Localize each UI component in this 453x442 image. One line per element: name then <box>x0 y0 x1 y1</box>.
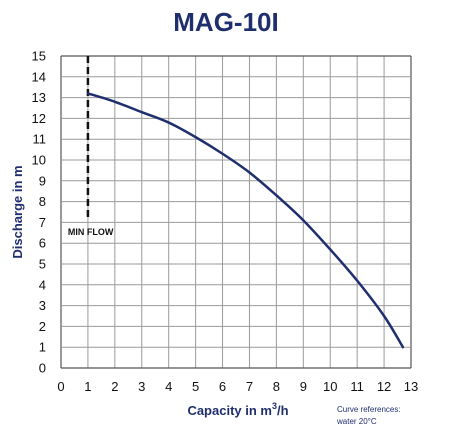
x-tick-labels: 0 1 2 3 4 5 6 7 8 9 10 11 12 13 <box>57 379 418 394</box>
x-tick-label: 7 <box>246 379 253 394</box>
grid <box>60 55 412 369</box>
y-tick-label: 10 <box>32 153 46 168</box>
pump-curve-line <box>86 92 405 349</box>
x-tick-label: 1 <box>84 379 91 394</box>
y-tick-label: 13 <box>32 90 46 105</box>
curve-reference-note-line-2: water 20°C <box>336 417 377 426</box>
y-tick-label: 7 <box>39 215 46 230</box>
x-tick-label: 9 <box>300 379 307 394</box>
x-tick-label: 3 <box>138 379 145 394</box>
x-tick-label: 4 <box>165 379 172 394</box>
x-axis-label-sup: 3 <box>272 401 277 411</box>
x-tick-label: 2 <box>111 379 118 394</box>
x-axis-label: Capacity in m3/h <box>187 401 288 418</box>
x-tick-label: 0 <box>57 379 64 394</box>
y-tick-label: 2 <box>39 319 46 334</box>
x-tick-label: 13 <box>404 379 418 394</box>
x-axis-label-suffix: /h <box>277 403 289 418</box>
x-tick-label: 5 <box>192 379 199 394</box>
chart-title: MAG-10I <box>173 7 278 37</box>
y-axis-label: Discharge in m <box>10 165 25 258</box>
x-axis-label-main: Capacity in m <box>187 403 272 418</box>
y-tick-label: 14 <box>32 69 46 84</box>
y-tick-label: 9 <box>39 173 46 188</box>
x-tick-label: 6 <box>219 379 226 394</box>
y-tick-label: 3 <box>39 298 46 313</box>
y-tick-label: 11 <box>33 132 47 147</box>
y-tick-label: 6 <box>39 236 46 251</box>
y-tick-label: 1 <box>39 340 46 355</box>
y-tick-label: 8 <box>39 194 46 209</box>
min-flow-label: MIN FLOW <box>68 227 114 237</box>
x-tick-label: 8 <box>273 379 280 394</box>
x-tick-label: 10 <box>323 379 337 394</box>
x-tick-label: 11 <box>350 379 364 394</box>
x-tick-label: 12 <box>377 379 391 394</box>
curve-reference-note-line-1: Curve references: <box>337 405 401 414</box>
y-tick-label: 0 <box>39 361 46 376</box>
y-tick-label: 12 <box>32 111 46 126</box>
y-tick-label: 5 <box>39 257 46 272</box>
y-tick-label: 4 <box>39 277 46 292</box>
y-tick-label: 15 <box>32 49 46 64</box>
